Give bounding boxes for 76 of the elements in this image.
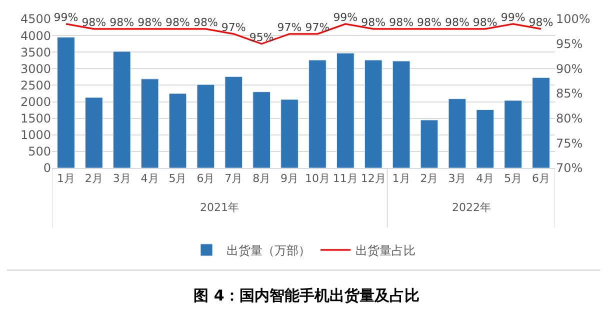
x-tick-label: 12月	[360, 172, 386, 186]
data-label: 98%	[82, 16, 106, 30]
x-tick-label: 10月	[304, 172, 330, 186]
bar	[476, 109, 494, 168]
text: 2021年	[200, 201, 239, 214]
bar	[504, 100, 522, 168]
x-tick-label: 8月	[252, 172, 271, 186]
bar	[57, 36, 75, 168]
x-tick-label: 2月	[84, 172, 103, 186]
x-tick-label: 6月	[196, 172, 215, 186]
y2-tick-label: 75%	[556, 136, 583, 150]
y-tick-label: 3000	[20, 62, 51, 76]
text: 2022年	[452, 201, 491, 214]
data-label: 99%	[500, 11, 526, 24]
legend-label: 出货量占比	[356, 244, 416, 258]
bar	[308, 60, 326, 168]
y-tick-label: 4000	[20, 28, 51, 43]
y-tick-label: 500	[28, 144, 51, 159]
data-label: 98%	[110, 16, 134, 30]
data-label: 98%	[472, 16, 498, 30]
y2-tick-label: 95%	[556, 37, 583, 52]
bar	[85, 97, 103, 168]
x-tick-label: 4月	[476, 172, 494, 186]
legend-label: 出货量（万部）	[226, 244, 310, 258]
data-label: 98%	[193, 16, 218, 30]
y-tick-label: 4500	[20, 12, 51, 26]
x-tick-label: 5月	[504, 172, 522, 186]
y-tick-label: 2000	[20, 94, 51, 109]
bar	[392, 60, 410, 168]
x-tick-label: 6月	[532, 172, 550, 186]
x-tick-label: 9月	[280, 172, 299, 186]
data-label: 97%	[305, 21, 330, 34]
data-label: 99%	[333, 11, 358, 24]
bar	[532, 77, 550, 168]
bar	[140, 78, 159, 168]
data-label: 98%	[389, 16, 414, 30]
bar	[448, 98, 466, 168]
data-label: 98%	[138, 16, 162, 30]
y2-tick-label: 100%	[556, 12, 590, 26]
bar	[280, 99, 298, 168]
x-tick-label: 4月	[140, 172, 159, 186]
x-tick-label: 2月	[420, 172, 438, 186]
x-tick-label: 11月	[332, 172, 358, 186]
data-label: 98%	[444, 16, 470, 30]
bar	[336, 52, 354, 168]
data-label: 97%	[221, 21, 246, 34]
bar	[112, 51, 131, 168]
data-label: 99%	[54, 11, 78, 24]
x-tick-label: 5月	[168, 172, 187, 186]
x-tick-label: 7月	[224, 172, 243, 186]
y-tick-label: 2500	[20, 78, 51, 92]
y2-tick-label: 85%	[556, 86, 583, 101]
data-label: 98%	[361, 16, 386, 30]
bar	[364, 60, 382, 168]
bar	[420, 120, 438, 168]
y-tick-label: 3500	[20, 45, 51, 60]
bar	[252, 92, 270, 168]
y2-tick-label: 80%	[556, 112, 583, 126]
data-label: 98%	[528, 16, 554, 30]
y2-tick-label: 90%	[556, 62, 583, 76]
data-label: 97%	[277, 21, 302, 34]
data-label: 95%	[249, 31, 274, 44]
y-tick-label: 0	[43, 161, 51, 176]
data-label: 98%	[417, 16, 442, 30]
bar	[196, 84, 215, 168]
y2-tick-label: 70%	[556, 161, 583, 176]
bar	[224, 76, 243, 168]
text: 图 4：国内智能手机出货量及占比	[194, 286, 420, 304]
y-tick-label: 1500	[20, 112, 51, 126]
x-tick-label: 3月	[448, 172, 466, 186]
x-tick-label: 1月	[56, 172, 75, 186]
data-label: 98%	[166, 16, 190, 30]
y-tick-label: 1000	[20, 128, 51, 142]
bar	[168, 93, 187, 168]
x-tick-label: 3月	[112, 172, 131, 186]
x-tick-label: 1月	[392, 172, 410, 186]
